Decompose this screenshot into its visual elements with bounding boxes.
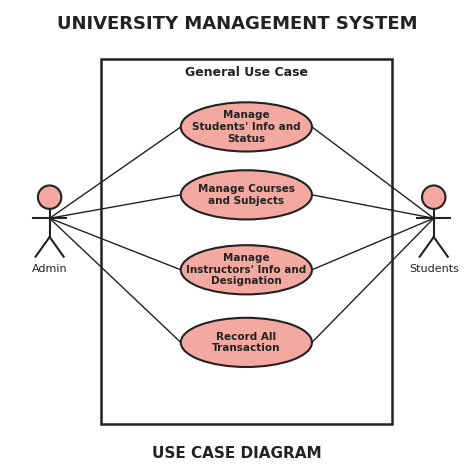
Text: USE CASE DIAGRAM: USE CASE DIAGRAM: [152, 446, 322, 461]
Text: Record All
Transaction: Record All Transaction: [212, 332, 281, 353]
Text: Admin: Admin: [32, 264, 67, 274]
Text: UNIVERSITY MANAGEMENT SYSTEM: UNIVERSITY MANAGEMENT SYSTEM: [57, 15, 417, 33]
Ellipse shape: [181, 318, 312, 367]
Ellipse shape: [181, 102, 312, 152]
Circle shape: [422, 185, 446, 209]
Text: Students: Students: [409, 264, 459, 274]
Ellipse shape: [181, 170, 312, 219]
Text: Manage Courses
and Subjects: Manage Courses and Subjects: [198, 184, 295, 206]
Circle shape: [38, 185, 61, 209]
Ellipse shape: [181, 245, 312, 294]
Text: Manage
Instructors' Info and
Designation: Manage Instructors' Info and Designation: [186, 253, 307, 286]
Text: General Use Case: General Use Case: [185, 65, 308, 79]
FancyBboxPatch shape: [101, 59, 392, 424]
Text: Manage
Students' Info and
Status: Manage Students' Info and Status: [192, 110, 301, 144]
